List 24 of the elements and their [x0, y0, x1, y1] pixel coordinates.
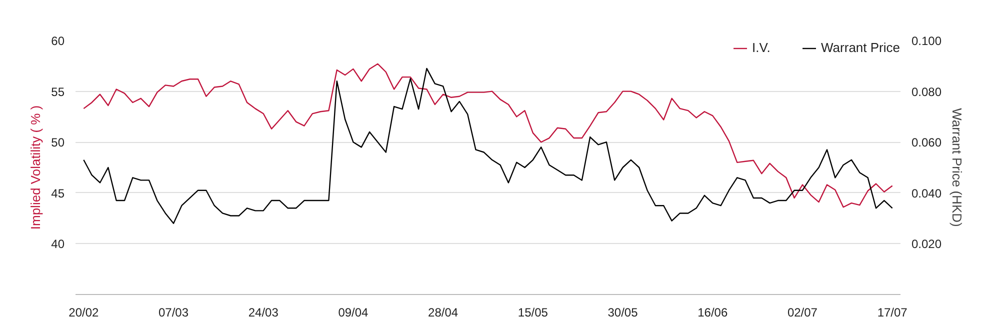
x-tick-label: 20/02 [68, 306, 100, 320]
y2-tick-label: 0.040 [912, 186, 942, 200]
y-axis-title: Implied Volatility ( % ) [28, 105, 44, 230]
y2-tick-label: 0.060 [912, 136, 942, 150]
y2-tick-label: 0.080 [912, 84, 942, 99]
y2-axis-title: Warrant Price (HKD) [950, 108, 965, 227]
x-tick-label: 02/07 [787, 306, 818, 320]
y2-tick-label: 0.020 [912, 237, 942, 252]
x-tick-label: 15/05 [518, 306, 548, 320]
x-tick-label: 17/07 [877, 306, 908, 320]
y-tick-label: 45 [51, 186, 65, 200]
y2-tick-label: 0.100 [912, 34, 942, 48]
x-tick-label: 30/05 [608, 306, 638, 320]
x-tick-label: 28/04 [428, 306, 458, 320]
x-tick-label: 09/04 [338, 306, 369, 320]
y-tick-label: 55 [51, 84, 65, 99]
x-tick-label: 07/03 [158, 306, 189, 320]
y-tick-label: 40 [51, 237, 65, 252]
x-tick-label: 24/03 [248, 306, 279, 320]
x-tick-label: 16/06 [698, 306, 728, 320]
legend-label: Warrant Price [821, 40, 900, 55]
y-tick-label: 50 [51, 136, 65, 150]
y-tick-label: 60 [51, 34, 65, 48]
legend-label: I.V. [752, 40, 772, 55]
